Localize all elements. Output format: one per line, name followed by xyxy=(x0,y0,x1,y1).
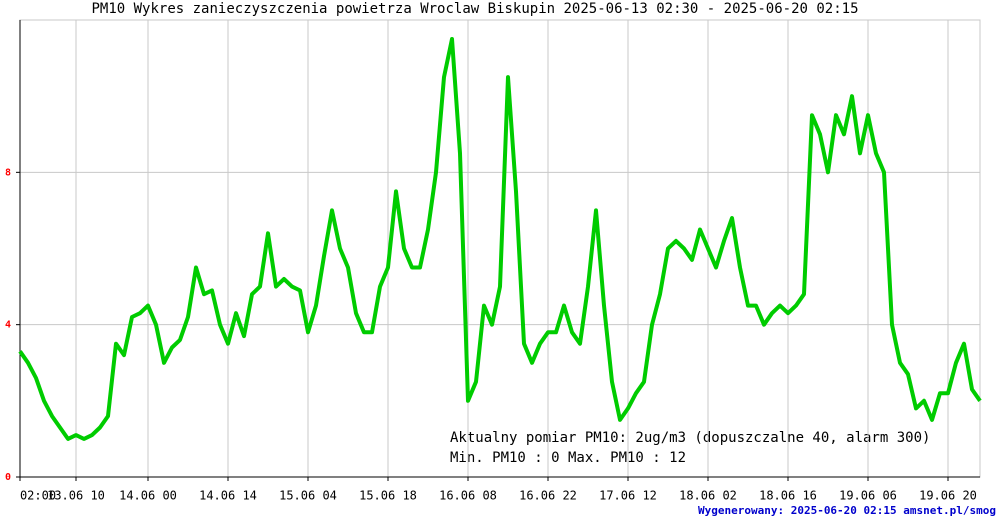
y-tick-label: 0 xyxy=(5,472,11,483)
x-tick-label: 16.06 22 xyxy=(519,489,577,503)
x-tick-label: 18.06 16 xyxy=(759,489,817,503)
x-tick-label: 15.06 18 xyxy=(359,489,417,503)
x-tick-label: 17.06 12 xyxy=(599,489,657,503)
x-tick-label: 19.06 20 xyxy=(919,489,977,503)
y-tick-label: 4 xyxy=(5,320,11,331)
x-tick-label: 14.06 00 xyxy=(119,489,177,503)
footer: Wygenerowany: 2025-06-20 02:15 amsnet.pl… xyxy=(698,504,996,517)
annotation: Aktualny pomiar PM10: 2ug/m3 (dopuszczal… xyxy=(450,430,930,446)
x-tick-label: 13.06 10 xyxy=(47,489,105,503)
data-line xyxy=(18,37,982,441)
x-tick-label: 18.06 02 xyxy=(679,489,737,503)
x-tick-label: 16.06 08 xyxy=(439,489,497,503)
y-tick-label: 8 xyxy=(5,167,11,178)
x-tick-label: 02:00 xyxy=(20,489,56,503)
x-tick-label: 15.06 04 xyxy=(279,489,337,503)
annotation: Min. PM10 : 0 Max. PM10 : 12 xyxy=(450,450,686,466)
chart-title: PM10 Wykres zanieczyszczenia powietrza W… xyxy=(91,1,858,17)
x-tick-label: 14.06 14 xyxy=(199,489,257,503)
x-tick-label: 19.06 06 xyxy=(839,489,897,503)
